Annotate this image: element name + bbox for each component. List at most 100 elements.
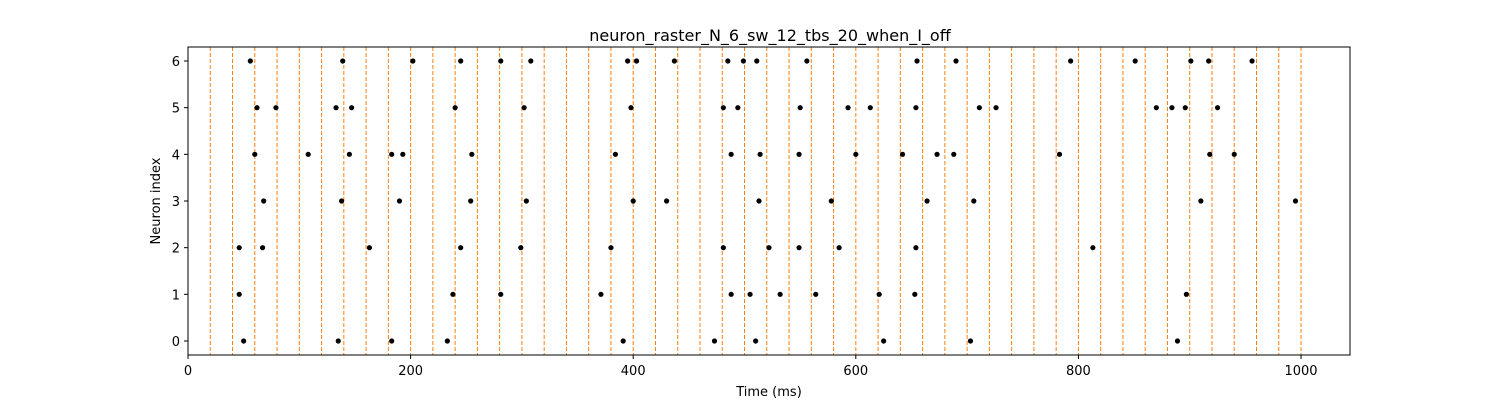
spike-point: [797, 105, 803, 111]
y-tick-label: 2: [172, 242, 180, 257]
spike-point: [338, 198, 345, 204]
spike-point: [747, 291, 753, 297]
spike-point: [728, 291, 734, 297]
spike-point: [259, 245, 266, 251]
spike-point: [523, 198, 529, 204]
y-tick-label: 5: [172, 102, 180, 117]
x-tick-label: 0: [184, 364, 192, 379]
spike-point: [899, 151, 906, 157]
spike-point: [967, 338, 974, 344]
spike-point: [853, 151, 859, 157]
spike-point: [236, 291, 242, 297]
spike-point: [625, 58, 631, 64]
spike-point: [725, 58, 731, 64]
x-axis-label: Time (ms): [735, 385, 802, 400]
spike-point: [410, 58, 416, 64]
spike-point: [252, 151, 258, 157]
spike-point: [1169, 105, 1175, 111]
chart-title: neuron_raster_N_6_sw_12_tbs_20_when_I_of…: [589, 26, 951, 46]
spike-point: [630, 198, 636, 204]
spike-point: [1056, 151, 1063, 157]
y-tick-label: 1: [172, 288, 180, 303]
spike-point: [914, 58, 920, 64]
spike-point: [1182, 105, 1188, 111]
spike-point: [1198, 198, 1204, 204]
spike-point: [740, 58, 747, 64]
spike-point: [349, 105, 355, 111]
spike-point: [340, 58, 346, 64]
spike-point: [720, 245, 726, 251]
spike-point: [828, 198, 834, 204]
x-tick-label: 800: [1066, 364, 1091, 379]
spike-point: [305, 151, 311, 157]
spike-point: [633, 58, 640, 64]
spike-point: [389, 151, 395, 157]
spike-point: [913, 245, 919, 251]
spike-point: [754, 58, 760, 64]
y-tick-label: 0: [172, 335, 180, 350]
y-tick-label: 4: [172, 148, 180, 163]
spike-points: [236, 58, 1299, 344]
spike-point: [521, 105, 527, 111]
spike-point: [469, 151, 475, 157]
spike-point: [458, 58, 464, 64]
x-tick-label: 600: [843, 364, 868, 379]
spike-point: [273, 105, 279, 111]
spike-point: [498, 291, 504, 297]
spike-point: [444, 338, 450, 344]
spike-point: [518, 245, 524, 251]
spike-point: [1174, 338, 1181, 344]
x-tick-label: 1000: [1284, 364, 1317, 379]
x-axis: 0 200 400 600 800 1000: [184, 355, 1318, 379]
spike-point: [1292, 198, 1299, 204]
spike-point: [458, 245, 464, 251]
spike-point: [728, 151, 734, 157]
spike-point: [389, 338, 395, 344]
trigger-lines: [209, 47, 1302, 355]
spike-point: [924, 198, 930, 204]
spike-point: [757, 151, 763, 157]
spike-point: [777, 291, 783, 297]
y-axis-label: Neuron index: [149, 157, 164, 244]
plot-frame: [187, 46, 1351, 356]
spike-point: [934, 151, 940, 157]
spike-point: [971, 198, 977, 204]
spike-point: [1188, 58, 1194, 64]
spike-point: [1207, 151, 1213, 157]
spike-point: [450, 291, 456, 297]
spike-point: [804, 58, 810, 64]
spike-point: [881, 338, 887, 344]
spike-point: [598, 291, 604, 297]
spike-point: [1183, 291, 1189, 297]
spike-point: [953, 58, 959, 64]
spike-point: [1231, 151, 1237, 157]
spike-point: [608, 245, 614, 251]
x-tick-label: 200: [398, 364, 423, 379]
spike-point: [396, 198, 403, 204]
spike-point: [612, 151, 619, 157]
spike-point: [720, 105, 726, 111]
spike-point: [913, 105, 919, 111]
spike-point: [756, 198, 762, 204]
y-axis: 0 1 2 3 4 5 6: [172, 55, 188, 350]
spike-point: [236, 245, 242, 251]
spike-point: [1132, 58, 1138, 64]
spike-point: [766, 245, 772, 251]
spike-point: [753, 338, 759, 344]
spike-point: [1153, 105, 1159, 111]
x-tick-label: 400: [621, 364, 646, 379]
spike-point: [912, 291, 918, 297]
spike-point: [333, 105, 339, 111]
spike-point: [1206, 58, 1212, 64]
spike-point: [976, 105, 982, 111]
spike-point: [1249, 58, 1255, 64]
spike-point: [813, 291, 819, 297]
spike-point: [1068, 58, 1074, 64]
spike-point: [400, 151, 406, 157]
spike-point: [468, 198, 474, 204]
spike-point: [620, 338, 626, 344]
spike-point: [867, 105, 873, 111]
spike-point: [1090, 245, 1096, 251]
spike-point: [796, 245, 802, 251]
spike-point: [628, 105, 634, 111]
